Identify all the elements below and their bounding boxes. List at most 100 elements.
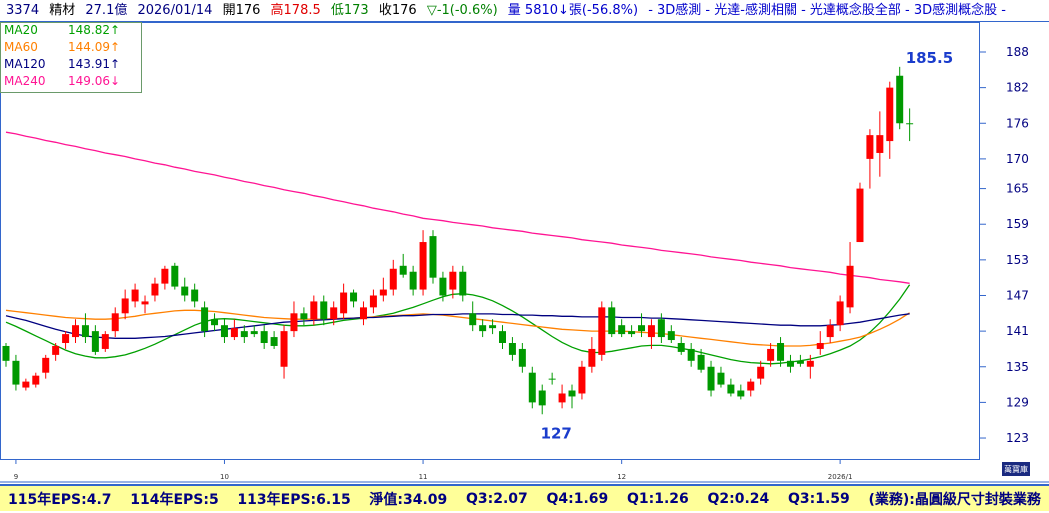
- tags: - 3D感測 - 光達-感測相關 - 光達概念股全部 - 3D感測概念股 -: [648, 3, 1006, 18]
- candle-body: [270, 337, 278, 346]
- candle-body: [211, 319, 219, 326]
- legend-name: MA120: [4, 57, 45, 71]
- candle-body: [121, 298, 129, 314]
- candle-body: [876, 135, 884, 153]
- candle-body: [350, 292, 358, 302]
- candle-body: [310, 301, 318, 320]
- candle-body: [757, 366, 765, 379]
- x-tick-label: 11: [419, 473, 428, 481]
- y-tick-label: 182: [1006, 81, 1029, 95]
- x-tick-label: 2026/1: [828, 473, 853, 481]
- candle-body: [707, 366, 715, 391]
- candle-body: [439, 277, 447, 296]
- candle-body: [518, 348, 526, 367]
- footer-item: Q2:0.24: [707, 490, 770, 507]
- candle-body: [836, 301, 844, 326]
- footer-item: 淨值:34.09: [369, 491, 448, 508]
- low: 低173: [330, 3, 369, 18]
- candle-body: [796, 360, 804, 364]
- candle-body: [330, 307, 338, 320]
- candle-body: [409, 271, 417, 290]
- candle-body: [638, 325, 646, 332]
- candle-body: [72, 325, 80, 338]
- candle-body: [201, 307, 209, 332]
- candle-body: [558, 393, 566, 403]
- candle-body: [399, 265, 407, 275]
- ma-line: [5, 313, 910, 339]
- candle-body: [856, 188, 864, 243]
- close: 收176: [378, 3, 417, 18]
- candle-body: [499, 331, 506, 344]
- y-tick-label: 153: [1006, 253, 1029, 267]
- footer-item: Q1:1.26: [627, 490, 689, 507]
- candle-body: [459, 271, 467, 296]
- legend-value: 143.91↑: [68, 57, 120, 71]
- footer-item: Q3:2.07: [466, 490, 528, 507]
- y-tick-label: 135: [1006, 360, 1029, 374]
- y-tick-label: 147: [1006, 288, 1029, 302]
- candle-body: [300, 313, 308, 320]
- candle-body: [628, 331, 636, 335]
- candle-body: [846, 265, 854, 308]
- plot-frame: [0, 22, 980, 460]
- candle-body: [42, 357, 50, 373]
- candle-body: [717, 372, 725, 385]
- x-tick-label: 12: [617, 473, 626, 481]
- candle-body: [12, 360, 20, 385]
- candle-body: [777, 343, 785, 361]
- legend-name: MA20: [4, 23, 38, 37]
- candle-body: [280, 331, 288, 367]
- candle-body: [141, 301, 149, 305]
- candle-body: [419, 242, 427, 290]
- x-tick-label: 10: [220, 473, 229, 481]
- candle-body: [647, 325, 655, 338]
- candle-body: [191, 289, 199, 302]
- candle-body: [181, 286, 189, 296]
- y-tick-label: 188: [1006, 45, 1029, 59]
- candle-body: [568, 390, 576, 397]
- candle-body: [588, 348, 596, 367]
- candle-body: [379, 289, 387, 296]
- candle-body: [151, 283, 159, 296]
- y-tick-label: 129: [1006, 395, 1029, 409]
- legend-name: MA240: [4, 74, 45, 88]
- candle-body: [677, 343, 685, 352]
- footer-item: 113年EPS:6.15: [237, 491, 351, 508]
- candle-body: [2, 345, 10, 361]
- candle-body: [667, 331, 675, 341]
- high: 高178.5: [270, 3, 321, 18]
- footer-item: Q4:1.69: [546, 490, 609, 507]
- max-label: 185.5: [906, 49, 953, 67]
- candle-body: [826, 325, 834, 338]
- candle-body: [737, 390, 745, 397]
- min-label: 127: [541, 424, 572, 442]
- candle-body: [906, 123, 914, 125]
- candle-body: [161, 268, 169, 284]
- candle-body: [896, 75, 904, 124]
- candle-body: [786, 360, 794, 367]
- candle-body: [240, 331, 248, 338]
- candle-body: [171, 265, 179, 287]
- logo-text: 萬寶庫: [1004, 464, 1028, 474]
- legend-box: [0, 22, 142, 93]
- footer-item: (業務):晶圓級尺寸封裝業務: [868, 491, 1041, 508]
- candle-body: [52, 345, 60, 355]
- y-tick-label: 170: [1006, 152, 1029, 166]
- footer-item: 115年EPS:4.7: [8, 491, 112, 508]
- candle-body: [489, 325, 497, 329]
- candle-body: [816, 343, 824, 349]
- candle-body: [449, 271, 457, 290]
- stock-name: 精材: [49, 3, 76, 18]
- candle-body: [657, 319, 665, 338]
- candle-body: [32, 375, 40, 385]
- candle-body: [290, 313, 298, 332]
- candle-body: [250, 331, 258, 335]
- candle-body: [260, 331, 268, 344]
- candle-body: [230, 328, 238, 338]
- candle-body: [548, 378, 556, 380]
- change: ▽-1(-0.6%): [426, 3, 498, 18]
- candle-body: [866, 135, 874, 159]
- candle-body: [727, 384, 735, 394]
- candle-body: [111, 313, 119, 332]
